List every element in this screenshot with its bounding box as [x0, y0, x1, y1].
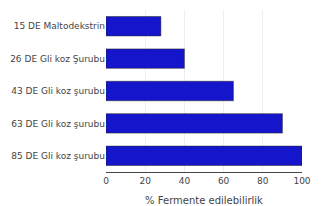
svg-text:60: 60: [218, 176, 230, 186]
svg-text:% Fermente edilebilirlik: % Fermente edilebilirlik: [145, 195, 263, 206]
svg-text:15 DE Maltodekstrin: 15 DE Maltodekstrin: [14, 21, 105, 31]
svg-text:63 DE Gli koz şurubu: 63 DE Gli koz şurubu: [11, 119, 105, 129]
svg-text:43 DE Gli koz şurubu: 43 DE Gli koz şurubu: [11, 86, 105, 96]
svg-text:40: 40: [179, 176, 191, 186]
svg-text:85 DE Gli koz şurubu: 85 DE Gli koz şurubu: [11, 151, 105, 161]
svg-text:20: 20: [139, 176, 151, 186]
svg-text:0: 0: [103, 176, 109, 186]
svg-text:80: 80: [257, 176, 269, 186]
svg-text:26 DE Gli koz Şurubu: 26 DE Gli koz Şurubu: [10, 54, 105, 64]
svg-text:100: 100: [293, 176, 310, 186]
